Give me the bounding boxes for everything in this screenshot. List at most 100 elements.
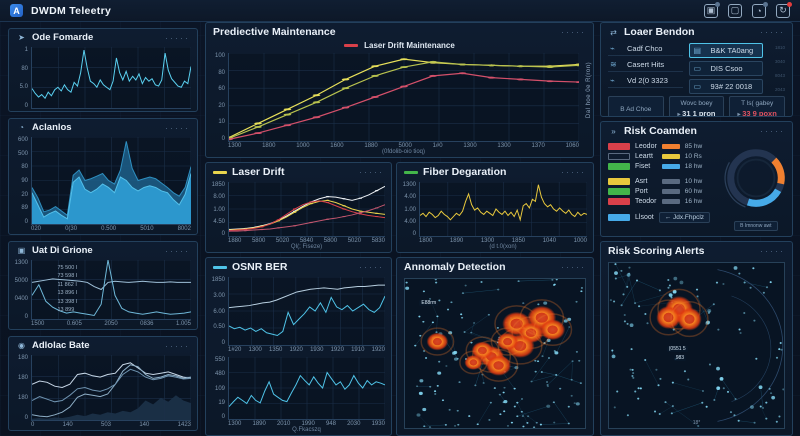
clock-icon[interactable]: ◔ (752, 1, 768, 18)
line-icon: ⌁ (610, 76, 615, 85)
risk-footer: Llsoot ← Jdx.Fhpclz (608, 212, 715, 223)
legend-row[interactable]: Teodor 16 hw (608, 198, 715, 205)
panel-aclanlos: ◔ Aclanlos ····· 600 500 80 90 20 89 0 020 0(30 0… (8, 118, 198, 235)
list-item[interactable]: ≋ Casert Hits (608, 59, 683, 72)
send-icon: ➤ (18, 33, 25, 42)
panel-title: Ode Fomarde (32, 32, 94, 43)
panel-menu[interactable]: ····· (359, 262, 384, 272)
panel-menu[interactable]: ····· (165, 122, 190, 133)
chart-legend: Laser Drift Maintenance (206, 40, 593, 51)
anomaly-network-visualization: E88rm (404, 278, 586, 429)
panel-osnr-ber: OSNR BER ····· 1850 3.00 6.00 0.50 0 1#20 1300… (205, 257, 392, 436)
legend-row[interactable]: Leartt 10 Rs (608, 153, 715, 160)
stat-value-alert: ▸ 33 9 poxn (737, 109, 777, 117)
risk-map-visualization: (0551 5 983 18* (608, 262, 785, 429)
panel-menu[interactable]: ····· (561, 167, 586, 177)
scroll-marks: 1810 3040 8043 2043 (774, 45, 785, 92)
panel-title: Prediective Maintenance (213, 26, 336, 38)
grid-icon: ▤ (693, 46, 702, 55)
right-axis-label: Dal hoe 0e R(ron) (586, 61, 592, 119)
panel-title: Laser Drift (232, 166, 285, 178)
panel-title: Fiber Degaration (423, 166, 507, 178)
panel-fiber-degaration: Fiber Degaration ····· 1300 4.00 1.00 4.00 0… (396, 162, 594, 253)
panel-title: Risk Coamden (624, 125, 697, 137)
top-bar: A DWDM Teleetry ▣ ▢ ◔ ↻ (0, 0, 800, 22)
stat-value: ▸ 31 1 pron (677, 109, 716, 117)
list-item[interactable]: ▭ 93# 22 0018 (688, 79, 763, 94)
bendon-right-list: ▤ B&K TA0ang ▭ DIS Csoo ▭ 93# 22 0018 (688, 43, 763, 94)
badge (763, 1, 768, 7)
panel-title: Loaer Bendon (624, 26, 695, 38)
refresh-icon[interactable]: ↻ (776, 1, 792, 18)
panel-menu[interactable]: ····· (561, 262, 586, 272)
panel-anomaly-detection: Annomaly Detection ····· E88rm (396, 257, 594, 436)
panel-title: Adlolac Bate (32, 340, 90, 351)
aclanlos-chart: 600 500 80 90 20 89 0 020 0(30 0.500 5010 8002 (17, 137, 191, 232)
panel-menu[interactable]: ····· (165, 32, 190, 43)
panel-icon[interactable]: ▢ (728, 3, 742, 18)
adlolac-chart: 180 180 180 0 0 140 503 140 1423 (17, 355, 191, 428)
panel-menu[interactable]: ····· (165, 245, 190, 256)
box-icon: ▭ (693, 64, 702, 73)
panel-menu[interactable]: ····· (359, 167, 384, 177)
panel-risk-scoring-alerts: Risk Scoring Alerts ····· (0551 5 983 18* (600, 241, 793, 436)
globe-icon: ◉ (18, 341, 25, 350)
image-icon[interactable]: ▣ (704, 1, 720, 18)
risk-legend: Leodor 85 hw Leartt 10 Rs Fiset 18 hw Asrt 1… (608, 143, 715, 231)
panel-predictive-maintenance: Prediective Maintenance ····· Laser Drif… (205, 22, 594, 158)
panel-adlolac-bate: ◉ Adlolac Bate ····· 180 180 180 0 0 140 503 14… (8, 336, 198, 431)
panel-menu[interactable]: ····· (561, 27, 586, 37)
ode-chart: 1 80 5.0 0 (9, 45, 197, 111)
clock-icon: ◔ (19, 123, 24, 132)
laser-drift-chart: 1850 8.00 1.00 4.50 0 1880 5800 5020 5840 5800 502… (211, 182, 385, 250)
panel-menu[interactable]: ····· (760, 246, 785, 256)
stat-box[interactable]: T ls( gabey ▸ 33 9 poxn (729, 96, 786, 117)
donut-gauge (721, 143, 791, 218)
box-icon: ▭ (693, 82, 702, 91)
fiber-degaration-chart: 1300 4.00 1.00 4.00 0 1800 1890 1300 1850 1040 100… (402, 182, 587, 250)
panel-title: Aclanlos (32, 122, 72, 133)
risk-gauge: B Imnonw awt (721, 143, 791, 231)
uat-chart: 1300 5000 0400 0 75 500 I 73 598 I 11 862 I 13 … (14, 260, 191, 327)
details-link[interactable]: ← Jdx.Fhpclz (658, 212, 711, 223)
panel-laser-drift: Laser Drift ····· 1850 8.00 1.00 4.50 0 1880 5… (205, 162, 392, 253)
panel-title: Uat Di Grione (32, 245, 93, 256)
legend-row[interactable]: Fiset 18 hw (608, 163, 715, 170)
legend-swatch (404, 170, 418, 174)
stat-box[interactable]: B Ad Choe (608, 96, 664, 116)
list-item[interactable]: ▭ DIS Csoo (688, 61, 763, 76)
gauge-caption: B Imnonw awt (734, 221, 778, 231)
list-item[interactable]: ⌁ Cadf Chco (608, 43, 683, 56)
panel-title: Annomaly Detection (404, 261, 506, 273)
waves-icon: ≋ (610, 60, 617, 69)
legend-swatch (213, 265, 227, 269)
osnr-bottom-chart: 550 480 109 19 0 1300 1890 2010 1990 948 2030 1930 Q… (214, 357, 385, 433)
panel-title: OSNR BER (232, 261, 288, 273)
predictive-chart: 100 80 60 20 10 0 1300 1800 1000 1600 1880 5000 1#0 1… (206, 51, 593, 157)
app-logo: A (10, 4, 23, 17)
list-item[interactable]: ⌁ Vd 2(0 3323 (608, 75, 683, 88)
panel-title: Risk Scoring Alerts (608, 245, 705, 257)
panel-menu[interactable]: ····· (760, 126, 785, 136)
notification-badge (787, 1, 792, 7)
legend-swatch (608, 214, 630, 221)
badge (715, 1, 720, 7)
bendon-left-list: ⌁ Cadf Chco ≋ Casert Hits ⌁ Vd 2(0 3323 (608, 43, 683, 94)
stat-box[interactable]: Wovc boey ▸ 31 1 pron (668, 96, 725, 117)
panel-menu[interactable]: ····· (760, 27, 785, 37)
panel-risk-coamden: » Risk Coamden ····· Leodor 85 hw Leartt 1… (600, 121, 793, 237)
camera-icon: ▣ (17, 246, 26, 255)
topbar-icons: ▣ ▢ ◔ ↻ (704, 1, 792, 18)
legend-row[interactable]: Port 60 hw (608, 188, 715, 195)
panel-loaer-bendon: ⇄ Loaer Bendon ····· ⌁ Cadf Chco ≋ Casert … (600, 22, 793, 117)
legend-label: Laser Drift Maintenance (364, 41, 455, 50)
legend-row[interactable]: Leodor 85 hw (608, 143, 715, 150)
transfer-icon: ⇄ (610, 27, 617, 37)
panel-menu[interactable]: ····· (165, 340, 190, 351)
app-title: DWDM Teleetry (31, 4, 112, 17)
legend-row[interactable]: Asrt 10 hw (608, 178, 715, 185)
line-icon: ⌁ (610, 44, 615, 53)
list-item-selected[interactable]: ▤ B&K TA0ang (688, 43, 763, 58)
legend-swatch (213, 170, 227, 174)
chevrons-icon: » (611, 126, 616, 136)
